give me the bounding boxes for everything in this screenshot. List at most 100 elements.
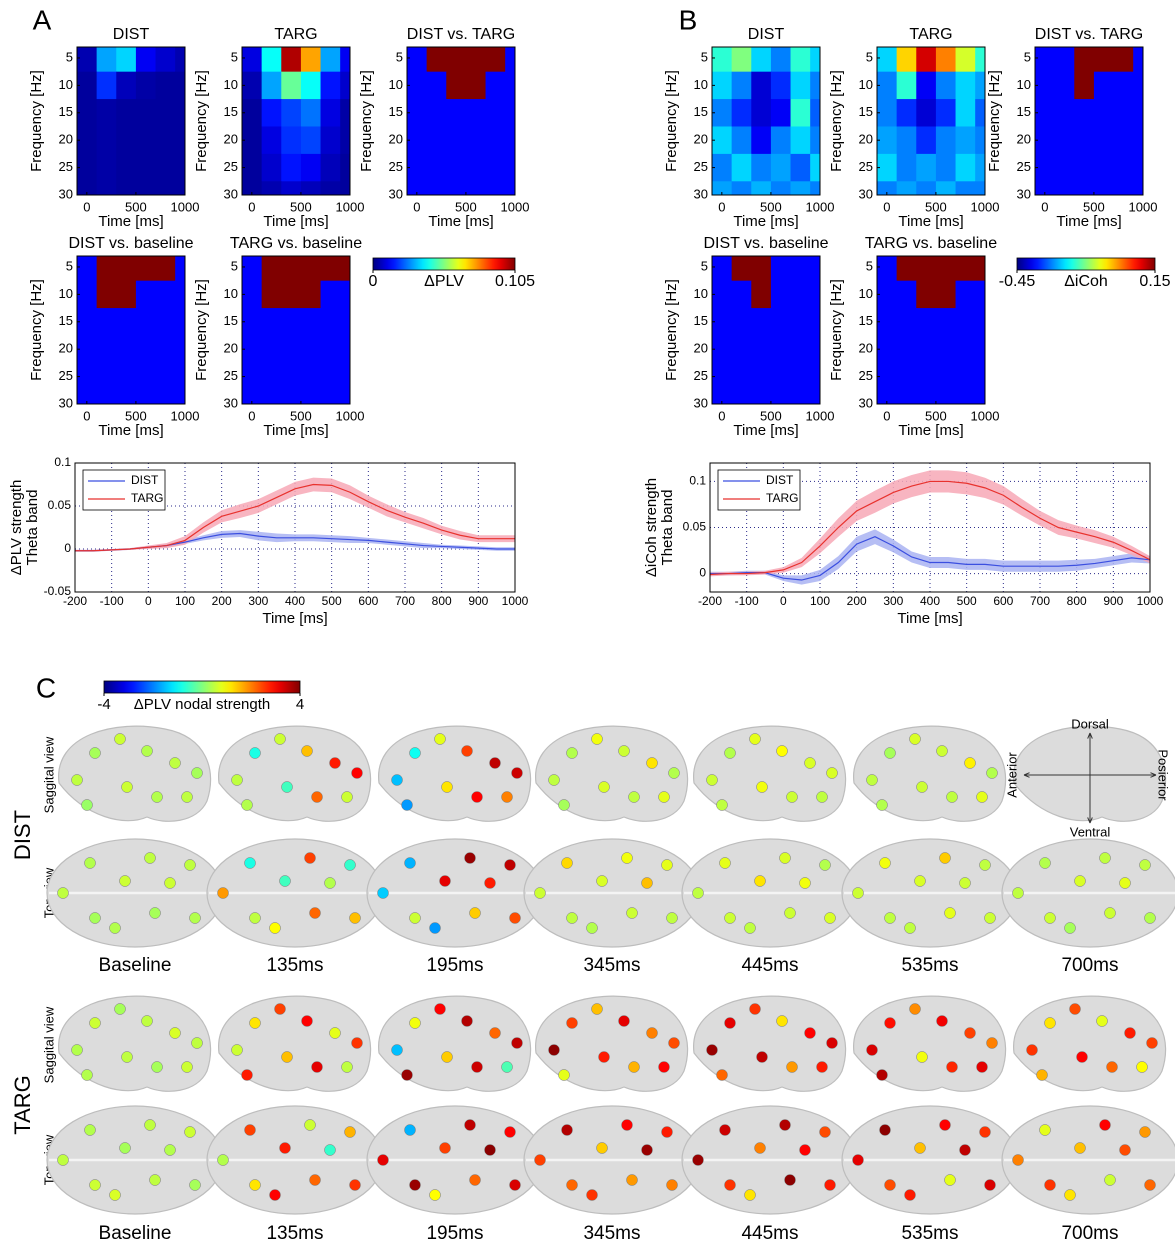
brain-node: [785, 908, 796, 919]
heatmap-cell: [877, 47, 897, 72]
heatmap-cell: [446, 154, 466, 182]
brain-node: [485, 878, 496, 889]
heatmap-cell: [732, 281, 752, 309]
colorbar-tick-label: -0.45: [999, 273, 1036, 290]
x-tick-label: -100: [735, 594, 759, 608]
panel-label: C: [36, 672, 56, 703]
y-axis-label: Frequency [Hz]: [828, 70, 845, 172]
brain-node: [330, 1028, 341, 1039]
colorbar-label: ΔiCoh: [1064, 273, 1108, 290]
x-tick-label: 700: [395, 594, 415, 608]
brain-node: [662, 1127, 673, 1138]
heatmap-cell: [97, 335, 117, 363]
orientation-label: Dorsal: [1071, 716, 1109, 731]
brain-node: [218, 888, 229, 899]
heatmap-cell: [1055, 154, 1075, 182]
y-tick-label: 30: [859, 186, 873, 201]
heatmap-cell: [732, 126, 752, 154]
heatmap-cell: [1133, 99, 1143, 127]
heatmap-cell: [1074, 126, 1094, 154]
heatmap-cell: [340, 281, 350, 309]
y-axis-label: Frequency [Hz]: [193, 70, 210, 172]
brain-node: [750, 734, 761, 745]
y-tick-label: 0: [64, 541, 71, 555]
brain-node: [85, 1125, 96, 1136]
heatmap-cell: [751, 256, 771, 281]
brain-node: [669, 768, 680, 779]
heatmap-cell: [281, 47, 301, 72]
heatmap-cell: [1094, 126, 1114, 154]
heatmap-cell: [156, 281, 176, 309]
x-axis-label: Time [ms]: [428, 213, 493, 230]
heatmap-cell: [1035, 47, 1055, 72]
heatmap-cell: [301, 72, 321, 100]
brain-node: [885, 748, 896, 759]
heatmap-cell: [156, 256, 176, 281]
brain-node: [780, 853, 791, 864]
brain-node: [192, 1038, 203, 1049]
heatmap-cell: [301, 363, 321, 391]
brain-node: [232, 775, 243, 786]
y-tick-label: 25: [694, 159, 708, 174]
heatmap-cell: [732, 363, 752, 391]
x-tick-label: 1000: [501, 199, 530, 214]
heatmap-cell: [486, 99, 506, 127]
heatmap-cell: [136, 390, 156, 404]
brain-node: [345, 1127, 356, 1138]
heatmap-cell: [301, 390, 321, 404]
brain-node: [947, 792, 958, 803]
heatmap-cell: [77, 308, 97, 336]
y-tick-label: 10: [224, 286, 238, 301]
y-tick-label: 20: [694, 341, 708, 356]
heatmap-cell: [427, 126, 447, 154]
heatmap-cell: [156, 335, 176, 363]
x-tick-label: 0: [248, 408, 255, 423]
brain-node: [587, 923, 598, 934]
heatmap-cell: [156, 181, 176, 195]
heatmap-cell: [242, 308, 262, 336]
heatmap-cell: [1035, 154, 1055, 182]
brain-node: [280, 1143, 291, 1154]
x-tick-label: 300: [883, 594, 903, 608]
heatmap-cell: [936, 363, 956, 391]
heatmap-cell: [1055, 99, 1075, 127]
heatmap-cell: [916, 126, 936, 154]
brain-node: [410, 913, 421, 924]
heatmap-cell: [936, 99, 956, 127]
colorbar-tick-label: 0.15: [1139, 273, 1170, 290]
heatmap-title: DIST vs. TARG: [407, 26, 515, 43]
heatmap-cell: [791, 126, 811, 154]
heatmap-cell: [242, 154, 262, 182]
brain-node: [915, 1143, 926, 1154]
brain-node: [90, 913, 101, 924]
brain-node: [462, 1016, 473, 1027]
heatmap-cell: [916, 181, 936, 195]
y-axis-label: ΔPLV strength: [8, 480, 25, 576]
heatmap-cell: [1133, 181, 1143, 195]
heatmap-cell: [116, 47, 136, 72]
heatmap-cell: [810, 126, 820, 154]
brain-node: [725, 748, 736, 759]
brain-node: [780, 1120, 791, 1131]
heatmap-cell: [877, 335, 897, 363]
x-tick-label: 1000: [336, 408, 365, 423]
heatmap-cell: [877, 99, 897, 127]
heatmap-cell: [340, 126, 350, 154]
brain-node: [152, 1062, 163, 1073]
brain-node: [410, 1018, 421, 1029]
brain-node: [885, 1018, 896, 1029]
heatmap-cell: [466, 99, 486, 127]
y-tick-label: 0: [699, 566, 706, 580]
heatmap-cell: [97, 390, 117, 404]
heatmap-cell: [340, 99, 350, 127]
brain-node: [1120, 878, 1131, 889]
x-tick-label: 0: [718, 408, 725, 423]
orientation-label: Ventral: [1070, 824, 1111, 839]
heatmap-cell: [956, 335, 976, 363]
heatmap-cell: [956, 181, 976, 195]
heatmap-cell: [136, 154, 156, 182]
y-tick-label: 15: [859, 313, 873, 328]
heatmap-cell: [301, 99, 321, 127]
brain-node: [392, 775, 403, 786]
y-tick-label: 30: [694, 395, 708, 410]
